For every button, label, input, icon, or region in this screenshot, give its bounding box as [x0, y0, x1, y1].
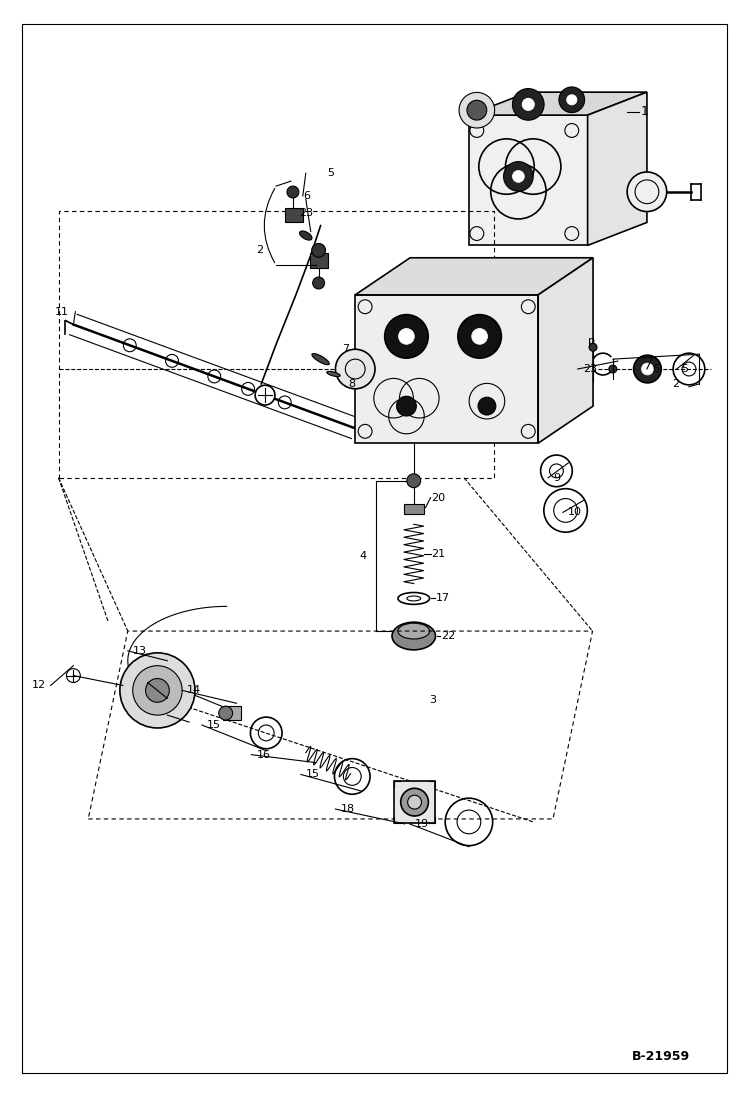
Ellipse shape: [392, 622, 435, 649]
Text: 15: 15: [207, 720, 221, 730]
Circle shape: [472, 328, 488, 344]
Polygon shape: [355, 258, 593, 295]
Text: B-21959: B-21959: [632, 1050, 691, 1063]
Text: 4: 4: [360, 551, 366, 561]
Circle shape: [145, 679, 169, 702]
Text: 11: 11: [55, 307, 68, 317]
Polygon shape: [469, 115, 588, 246]
Text: 22: 22: [441, 631, 455, 641]
Circle shape: [634, 355, 661, 383]
Circle shape: [641, 363, 653, 375]
Circle shape: [385, 315, 428, 358]
Circle shape: [133, 666, 182, 715]
Text: 19: 19: [414, 818, 428, 829]
Circle shape: [219, 706, 233, 720]
Bar: [222, 706, 240, 720]
Bar: [404, 505, 424, 514]
Circle shape: [312, 278, 324, 289]
Text: 5: 5: [682, 364, 688, 374]
Text: 18: 18: [340, 804, 354, 814]
Text: 20: 20: [431, 493, 446, 502]
Text: 1: 1: [641, 105, 649, 118]
Circle shape: [512, 89, 544, 121]
Bar: [394, 781, 435, 823]
Circle shape: [398, 328, 414, 344]
Circle shape: [478, 397, 496, 415]
Circle shape: [458, 315, 501, 358]
Bar: [285, 207, 303, 222]
Circle shape: [467, 100, 487, 120]
Circle shape: [396, 396, 416, 416]
Text: 2: 2: [672, 378, 679, 388]
Circle shape: [407, 795, 422, 810]
Text: 23: 23: [299, 207, 313, 218]
Text: p: p: [588, 337, 595, 347]
Circle shape: [120, 653, 195, 728]
Polygon shape: [355, 295, 539, 443]
Polygon shape: [539, 258, 593, 443]
Text: 5: 5: [327, 168, 335, 178]
Circle shape: [627, 172, 667, 212]
Ellipse shape: [300, 231, 312, 240]
Text: 21: 21: [431, 548, 446, 559]
Circle shape: [336, 349, 375, 388]
Text: 8: 8: [348, 378, 356, 388]
Ellipse shape: [312, 353, 330, 364]
Text: 13: 13: [133, 646, 147, 656]
Polygon shape: [469, 92, 647, 115]
Text: 6: 6: [303, 191, 310, 201]
Bar: [310, 253, 327, 268]
Text: 15: 15: [306, 769, 320, 780]
Circle shape: [287, 186, 299, 197]
Text: 3: 3: [429, 695, 437, 705]
Text: 12: 12: [31, 680, 46, 690]
Circle shape: [401, 789, 428, 816]
Text: 6: 6: [652, 364, 659, 374]
Polygon shape: [588, 92, 647, 246]
Text: 10: 10: [568, 508, 582, 518]
Text: 23: 23: [583, 364, 597, 374]
Circle shape: [459, 92, 494, 128]
Circle shape: [589, 343, 597, 351]
Text: 9: 9: [553, 473, 560, 483]
Circle shape: [407, 474, 421, 488]
Circle shape: [255, 385, 275, 405]
Text: 17: 17: [435, 593, 449, 603]
Circle shape: [567, 94, 577, 104]
Circle shape: [559, 87, 585, 113]
Text: 7: 7: [342, 344, 350, 354]
Text: 16: 16: [256, 749, 270, 760]
Circle shape: [522, 99, 534, 111]
Circle shape: [503, 161, 533, 191]
Ellipse shape: [398, 623, 430, 638]
Circle shape: [312, 244, 326, 258]
Circle shape: [512, 170, 524, 182]
Circle shape: [609, 365, 616, 373]
Text: 2: 2: [256, 246, 263, 256]
Ellipse shape: [327, 372, 340, 376]
Text: 14: 14: [187, 686, 201, 695]
